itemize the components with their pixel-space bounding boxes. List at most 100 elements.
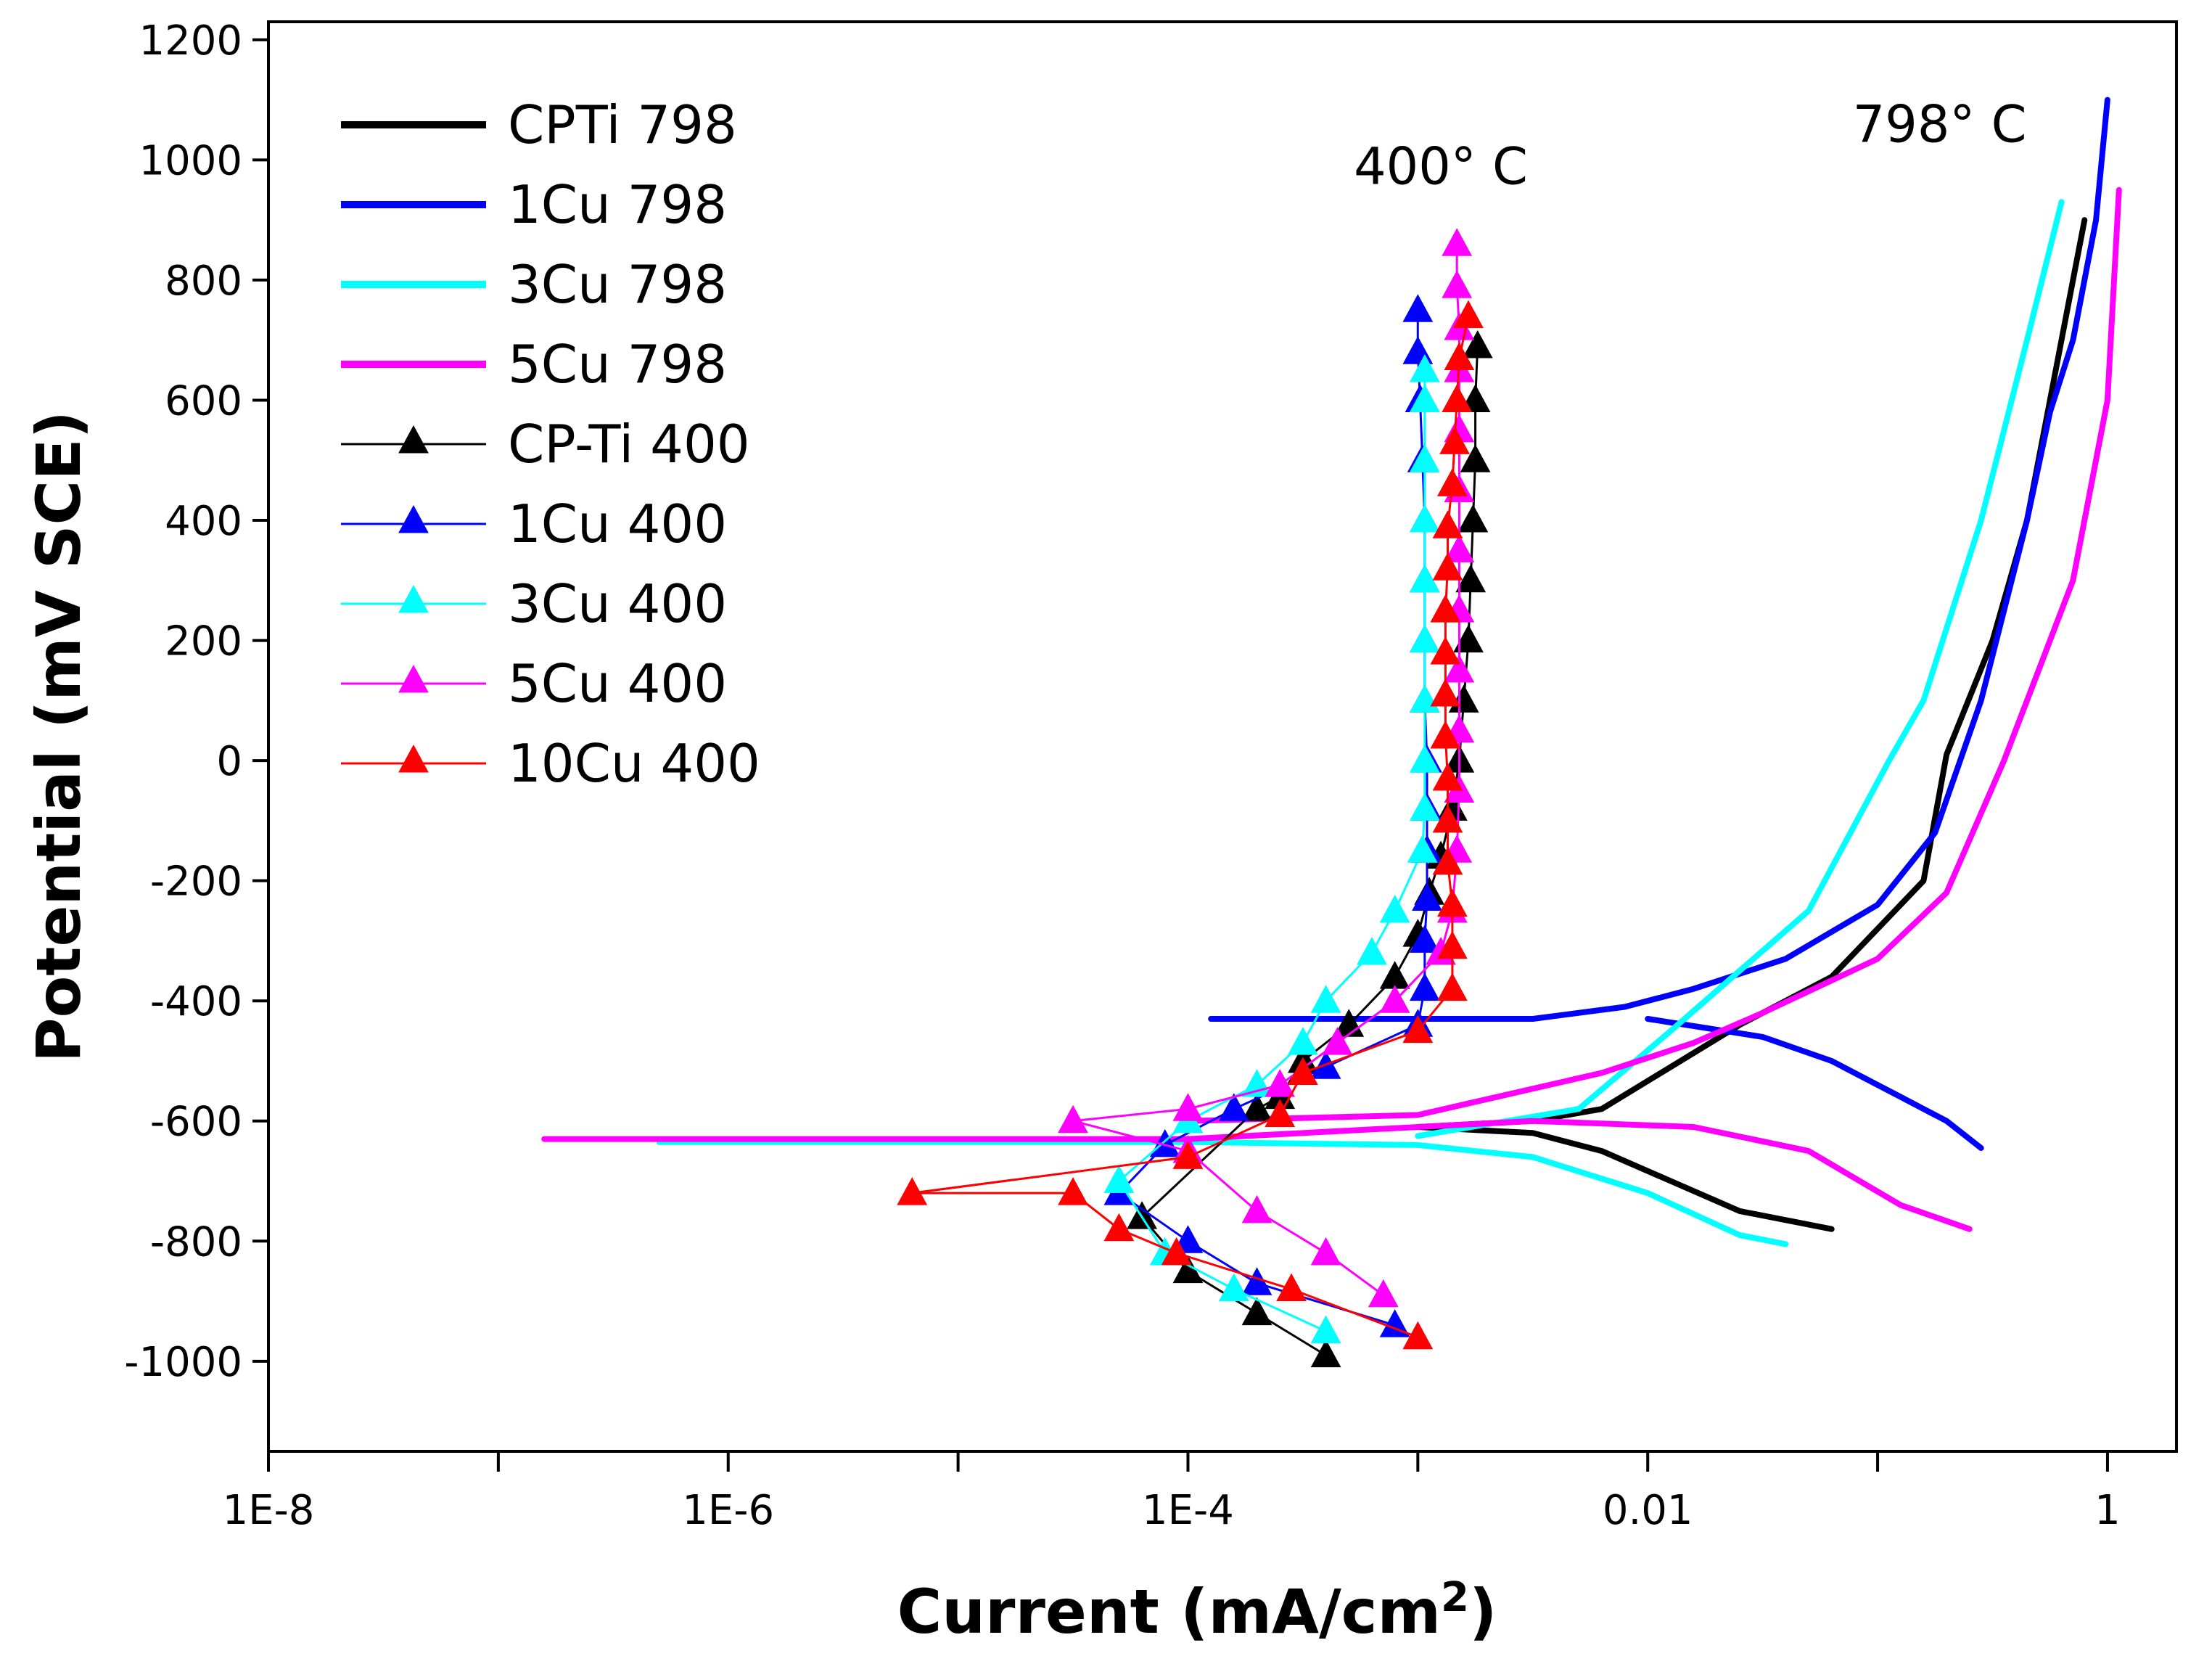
data-point-triangle <box>1379 895 1410 923</box>
data-point-triangle <box>1430 636 1461 665</box>
data-point-triangle <box>1172 1093 1204 1121</box>
data-point-triangle <box>1357 936 1387 965</box>
axis-ticks: 1200 1000 800 600 400 200 0 -200 -400 -600 -800 -10… <box>124 17 2120 1534</box>
data-point-triangle <box>1412 882 1442 911</box>
data-point-triangle <box>1402 1321 1434 1350</box>
legend: CPTi 798 1Cu 798 3Cu 798 5Cu 798 CP-Ti 400 1C… <box>341 94 760 794</box>
data-point-triangle <box>1439 426 1470 454</box>
x-axis-title-sup: 2 <box>1441 1574 1469 1621</box>
data-point-triangle <box>1379 961 1410 989</box>
data-point-triangle <box>1218 1093 1249 1121</box>
data-point-triangle <box>1058 1177 1088 1205</box>
legend-item: 1Cu 798 <box>341 174 727 235</box>
series-10cu-400 <box>897 300 1484 1350</box>
series-cp-ti-400 <box>1127 329 1493 1368</box>
legend-label: 3Cu 400 <box>508 573 727 634</box>
series-3cu-798 <box>656 199 2065 1247</box>
x-tick-label: 1E-6 <box>682 1487 774 1534</box>
legend-item: CP-Ti 400 <box>341 414 750 475</box>
data-point-triangle <box>1409 384 1440 412</box>
data-point-triangle <box>1103 1165 1135 1194</box>
data-point-triangle <box>1402 336 1434 364</box>
legend-label: 1Cu 400 <box>508 493 727 554</box>
y-tick-label: 1000 <box>139 137 242 184</box>
data-point-triangle <box>1161 1237 1192 1266</box>
series-line <box>912 316 1470 1339</box>
data-point-triangle <box>1241 1093 1272 1121</box>
data-point-triangle <box>1402 1014 1434 1044</box>
x-axis-title: Current (mA/cm2) <box>897 1574 1497 1647</box>
y-tick-label: 0 <box>216 738 242 785</box>
data-point-triangle <box>1409 792 1440 821</box>
legend-label: 3Cu 798 <box>508 254 727 315</box>
data-point-triangle <box>1409 564 1440 593</box>
cathodic-branch-line <box>1415 1124 1835 1232</box>
data-point-triangle <box>1288 1027 1318 1055</box>
series-1cu-798 <box>1208 97 2110 1151</box>
data-point-triangle <box>1442 384 1473 412</box>
data-point-triangle <box>1172 1141 1204 1169</box>
legend-swatch-marker <box>398 665 429 693</box>
data-point-triangle <box>1432 552 1463 581</box>
data-point-triangle <box>1322 1027 1353 1055</box>
data-point-triangle <box>1457 504 1489 533</box>
x-tick-label: 1 <box>2094 1487 2121 1534</box>
series-line <box>1117 370 1426 1332</box>
legend-label: 1Cu 798 <box>508 174 727 235</box>
y-tick-label: 600 <box>165 377 242 425</box>
data-point-triangle <box>1455 564 1487 593</box>
data-point-triangle <box>1409 444 1440 472</box>
legend-item: CPTi 798 <box>341 94 737 155</box>
data-point-triangle <box>1432 510 1463 538</box>
legend-label: 10Cu 400 <box>508 733 760 794</box>
legend-label: CPTi 798 <box>508 94 737 155</box>
data-point-triangle <box>1407 835 1438 863</box>
data-point-triangle <box>1149 1128 1180 1157</box>
y-tick-label: -400 <box>150 978 242 1025</box>
data-point-triangle <box>1436 468 1468 496</box>
series-layer <box>541 97 2122 1368</box>
data-point-triangle <box>1310 1339 1341 1368</box>
cathodic-branch-line <box>1645 1016 1984 1151</box>
x-tick-label: 1E-4 <box>1142 1487 1234 1534</box>
anodic-branch-line <box>1415 199 2065 1139</box>
y-tick-label: -600 <box>150 1099 242 1146</box>
data-point-triangle <box>1436 972 1468 1001</box>
data-point-triangle <box>1409 624 1440 653</box>
legend-item: 1Cu 400 <box>341 493 727 554</box>
data-point-triangle <box>1409 972 1440 1001</box>
data-point-triangle <box>1444 342 1475 371</box>
data-point-triangle <box>1460 444 1491 472</box>
annotation-label: 798° C <box>1853 95 2027 155</box>
y-tick-label: 800 <box>165 258 242 305</box>
data-point-triangle <box>1453 300 1484 329</box>
annotation-label: 400° C <box>1354 136 1528 196</box>
legend-swatch-marker <box>398 745 429 773</box>
data-point-triangle <box>1442 270 1473 298</box>
y-tick-label: -200 <box>150 858 242 906</box>
data-point-triangle <box>1310 1315 1341 1343</box>
data-point-triangle <box>1436 888 1468 917</box>
data-point-triangle <box>1432 762 1463 791</box>
data-point-triangle <box>1241 1194 1272 1223</box>
legend-swatch-marker <box>398 425 429 454</box>
x-tick-label: 0.01 <box>1603 1487 1693 1534</box>
data-point-triangle <box>1444 534 1475 562</box>
data-point-triangle <box>1241 1297 1272 1326</box>
legend-label: CP-Ti 400 <box>508 414 750 475</box>
data-point-triangle <box>1310 985 1341 1013</box>
data-point-triangle <box>1218 1273 1249 1302</box>
legend-label: 5Cu 400 <box>508 653 727 714</box>
data-point-triangle <box>1430 721 1461 749</box>
plot-frame <box>267 20 2178 1453</box>
anodic-branch-line <box>1185 186 2122 1124</box>
data-point-triangle <box>1430 594 1461 623</box>
data-point-triangle <box>1058 1104 1088 1134</box>
data-point-triangle <box>1172 1255 1204 1284</box>
data-point-triangle <box>1265 1069 1296 1097</box>
y-tick-label: 400 <box>165 498 242 545</box>
y-tick-label: 200 <box>165 618 242 665</box>
data-point-triangle <box>1368 1279 1399 1308</box>
data-point-triangle <box>1453 624 1484 653</box>
data-point-triangle <box>1288 1057 1318 1086</box>
